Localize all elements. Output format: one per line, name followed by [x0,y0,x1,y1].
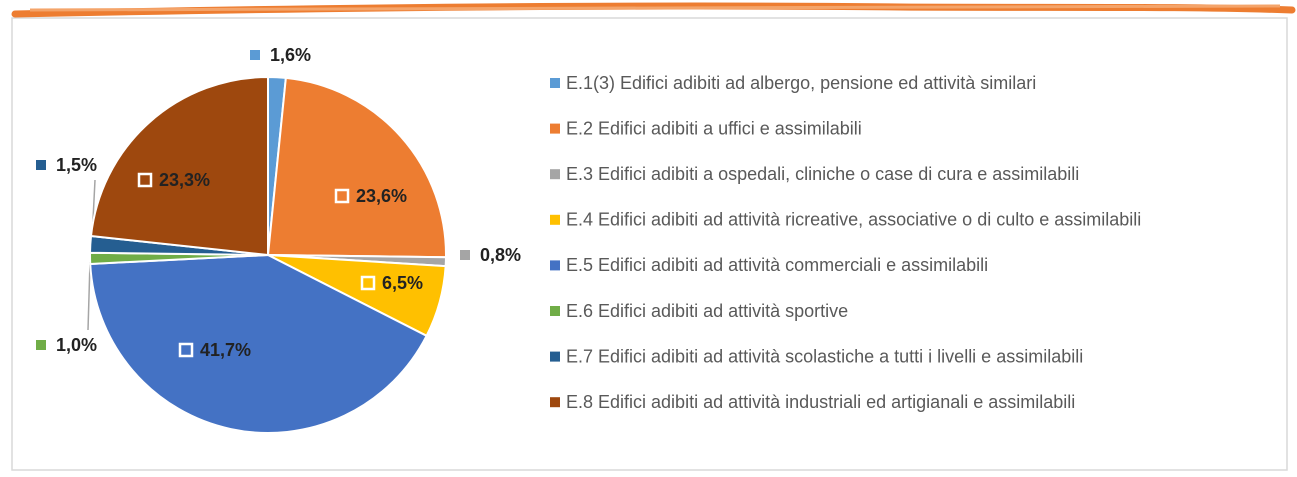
legend-label: E.7 Edifici adibiti ad attività scolasti… [566,346,1083,366]
label-marker [180,344,192,356]
legend-label: E.1(3) Edifici adibiti ad albergo, pensi… [566,73,1036,93]
label-marker [362,277,374,289]
legend-label: E.8 Edifici adibiti ad attività industri… [566,392,1075,412]
legend-label: E.4 Edifici adibiti ad attività ricreati… [566,210,1141,230]
legend-label: E.6 Edifici adibiti ad attività sportive [566,301,848,321]
legend-label: E.5 Edifici adibiti ad attività commerci… [566,255,988,275]
legend-swatch [550,78,560,88]
legend-swatch [550,260,560,270]
data-label: 41,7% [200,340,251,360]
label-marker [139,174,151,186]
legend-swatch [550,397,560,407]
data-label: 23,3% [159,170,210,190]
legend-swatch [550,169,560,179]
data-label: 6,5% [382,273,423,293]
label-marker [36,340,46,350]
legend-swatch [550,306,560,316]
label-marker [36,160,46,170]
label-marker [336,190,348,202]
legend-swatch [550,215,560,225]
data-label: 1,6% [270,45,311,65]
data-label: 23,6% [356,186,407,206]
data-label: 1,0% [56,335,97,355]
chart: 1,6% 23,6% 0,8% 6,5% 41,7% 1,0% 1,5% 23,3% E.1(3… [0,0,1297,472]
data-label: 0,8% [480,245,521,265]
legend-label: E.2 Edifici adibiti a uffici e assimilab… [566,118,862,138]
label-marker [460,250,470,260]
label-marker [250,50,260,60]
legend-swatch [550,124,560,134]
legend-swatch [550,352,560,362]
data-label: 1,5% [56,155,97,175]
legend-label: E.3 Edifici adibiti a ospedali, cliniche… [566,164,1079,184]
